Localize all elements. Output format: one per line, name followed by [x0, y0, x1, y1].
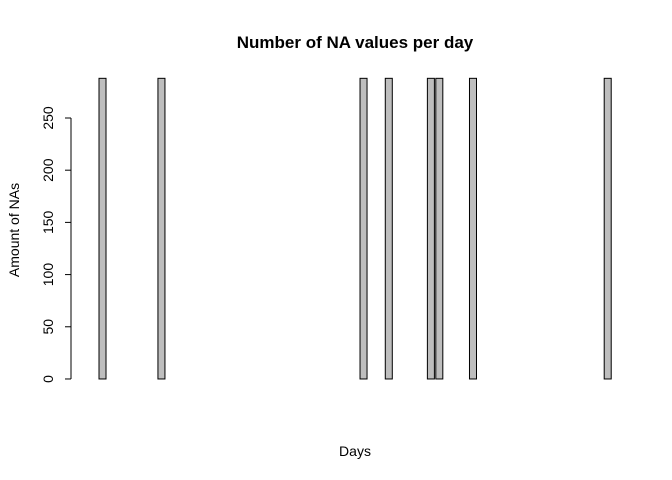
y-tick-label: 0 — [40, 375, 56, 383]
y-tick-label: 50 — [40, 319, 56, 335]
y-axis-label: Amount of NAs — [6, 183, 22, 277]
x-axis-label: Days — [339, 443, 371, 459]
y-tick-label: 150 — [40, 210, 56, 234]
bar — [98, 77, 107, 380]
bar — [384, 77, 393, 380]
bar — [603, 77, 612, 380]
y-tick-label: 250 — [40, 106, 56, 130]
y-tick-label: 200 — [40, 158, 56, 182]
chart-title: Number of NA values per day — [237, 33, 474, 52]
bar — [468, 77, 477, 380]
y-tick-label: 100 — [40, 263, 56, 287]
bar — [426, 77, 435, 380]
bar — [359, 77, 368, 380]
bar — [157, 77, 166, 380]
bar — [435, 77, 444, 380]
